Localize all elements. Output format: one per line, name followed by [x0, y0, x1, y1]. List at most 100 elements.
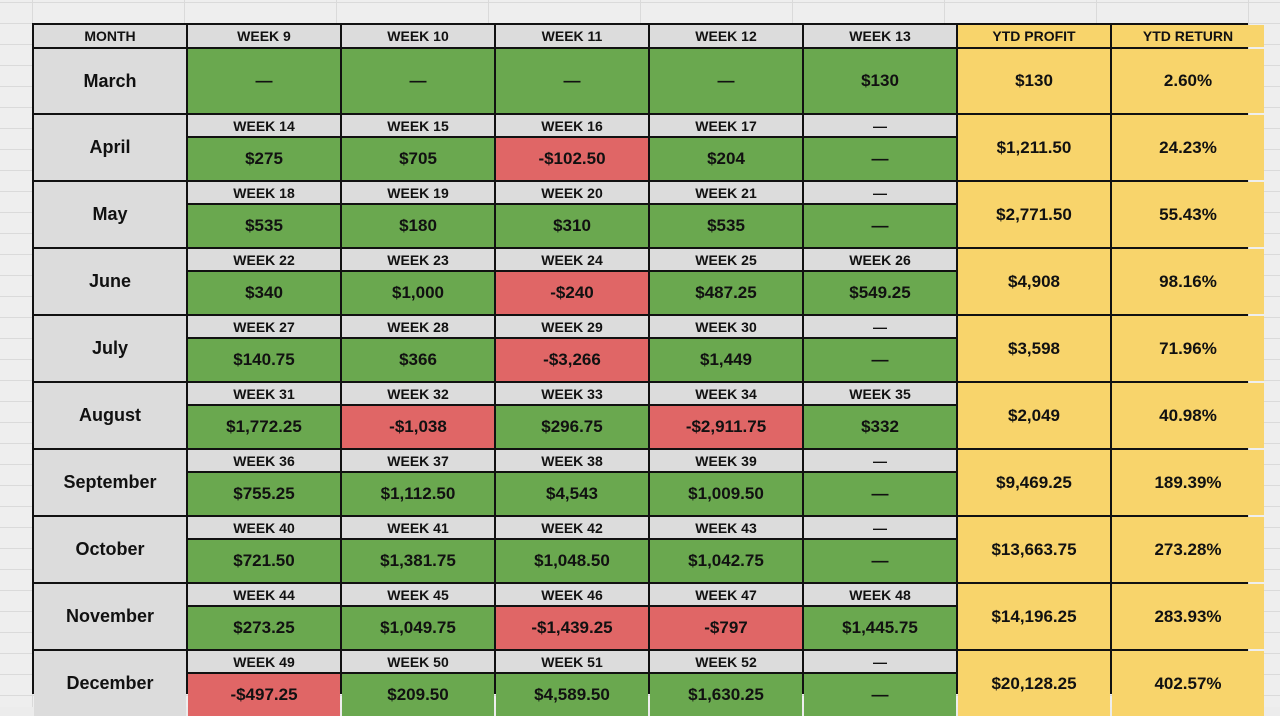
weekly-value-cell[interactable]: $275	[188, 138, 340, 180]
weekly-value-cell[interactable]: —	[188, 49, 340, 113]
week-label-cell[interactable]: —	[804, 517, 956, 538]
week-label-cell[interactable]: WEEK 14	[188, 115, 340, 136]
weekly-value-cell[interactable]: $535	[650, 205, 802, 247]
weekly-value-cell[interactable]: —	[650, 49, 802, 113]
weekly-value-cell[interactable]: $1,112.50	[342, 473, 494, 515]
month-label[interactable]: June	[34, 249, 186, 314]
ytd-return-cell[interactable]: 2.60%	[1112, 49, 1264, 113]
weekly-value-cell[interactable]: $296.75	[496, 406, 648, 448]
week-label-cell[interactable]: WEEK 51	[496, 651, 648, 672]
ytd-return-cell[interactable]: 273.28%	[1112, 517, 1264, 582]
week-label-cell[interactable]: WEEK 42	[496, 517, 648, 538]
ytd-profit-cell[interactable]: $20,128.25	[958, 651, 1110, 716]
ytd-return-cell[interactable]: 55.43%	[1112, 182, 1264, 247]
weekly-value-cell[interactable]: $4,543	[496, 473, 648, 515]
column-header[interactable]: YTD RETURN	[1112, 25, 1264, 47]
column-header[interactable]: WEEK 12	[650, 25, 802, 47]
week-label-cell[interactable]: WEEK 28	[342, 316, 494, 337]
ytd-return-cell[interactable]: 402.57%	[1112, 651, 1264, 716]
weekly-value-cell[interactable]: $705	[342, 138, 494, 180]
week-label-cell[interactable]: —	[804, 651, 956, 672]
week-label-cell[interactable]: WEEK 48	[804, 584, 956, 605]
ytd-profit-cell[interactable]: $9,469.25	[958, 450, 1110, 515]
month-label[interactable]: September	[34, 450, 186, 515]
weekly-value-cell[interactable]: $209.50	[342, 674, 494, 716]
week-label-cell[interactable]: WEEK 27	[188, 316, 340, 337]
ytd-return-cell[interactable]: 189.39%	[1112, 450, 1264, 515]
week-label-cell[interactable]: WEEK 25	[650, 249, 802, 270]
week-label-cell[interactable]: WEEK 36	[188, 450, 340, 471]
week-label-cell[interactable]: WEEK 44	[188, 584, 340, 605]
weekly-value-cell[interactable]: $1,042.75	[650, 540, 802, 582]
week-label-cell[interactable]: WEEK 33	[496, 383, 648, 404]
ytd-return-cell[interactable]: 98.16%	[1112, 249, 1264, 314]
week-label-cell[interactable]: WEEK 16	[496, 115, 648, 136]
weekly-value-cell[interactable]: -$1,439.25	[496, 607, 648, 649]
ytd-profit-cell[interactable]: $14,196.25	[958, 584, 1110, 649]
weekly-value-cell[interactable]: $140.75	[188, 339, 340, 381]
weekly-value-cell[interactable]: -$1,038	[342, 406, 494, 448]
week-label-cell[interactable]: WEEK 22	[188, 249, 340, 270]
weekly-value-cell[interactable]: $180	[342, 205, 494, 247]
week-label-cell[interactable]: WEEK 19	[342, 182, 494, 203]
ytd-profit-cell[interactable]: $1,211.50	[958, 115, 1110, 180]
week-label-cell[interactable]: WEEK 21	[650, 182, 802, 203]
weekly-value-cell[interactable]: -$497.25	[188, 674, 340, 716]
weekly-value-cell[interactable]: $1,445.75	[804, 607, 956, 649]
weekly-value-cell[interactable]: —	[804, 674, 956, 716]
ytd-return-cell[interactable]: 283.93%	[1112, 584, 1264, 649]
week-label-cell[interactable]: —	[804, 115, 956, 136]
week-label-cell[interactable]: —	[804, 316, 956, 337]
column-header[interactable]: WEEK 10	[342, 25, 494, 47]
week-label-cell[interactable]: WEEK 15	[342, 115, 494, 136]
week-label-cell[interactable]: WEEK 30	[650, 316, 802, 337]
ytd-return-cell[interactable]: 24.23%	[1112, 115, 1264, 180]
column-header[interactable]: YTD PROFIT	[958, 25, 1110, 47]
week-label-cell[interactable]: WEEK 31	[188, 383, 340, 404]
week-label-cell[interactable]: WEEK 46	[496, 584, 648, 605]
month-label[interactable]: November	[34, 584, 186, 649]
week-label-cell[interactable]: WEEK 50	[342, 651, 494, 672]
ytd-profit-cell[interactable]: $13,663.75	[958, 517, 1110, 582]
week-label-cell[interactable]: WEEK 17	[650, 115, 802, 136]
weekly-value-cell[interactable]: $273.25	[188, 607, 340, 649]
weekly-value-cell[interactable]: —	[804, 138, 956, 180]
week-label-cell[interactable]: WEEK 32	[342, 383, 494, 404]
ytd-profit-cell[interactable]: $4,908	[958, 249, 1110, 314]
week-label-cell[interactable]: WEEK 49	[188, 651, 340, 672]
weekly-value-cell[interactable]: —	[804, 339, 956, 381]
week-label-cell[interactable]: WEEK 29	[496, 316, 648, 337]
week-label-cell[interactable]: WEEK 26	[804, 249, 956, 270]
month-label[interactable]: August	[34, 383, 186, 448]
weekly-value-cell[interactable]: -$3,266	[496, 339, 648, 381]
ytd-profit-cell[interactable]: $2,049	[958, 383, 1110, 448]
week-label-cell[interactable]: WEEK 47	[650, 584, 802, 605]
weekly-value-cell[interactable]: $721.50	[188, 540, 340, 582]
week-label-cell[interactable]: WEEK 23	[342, 249, 494, 270]
week-label-cell[interactable]: —	[804, 182, 956, 203]
week-label-cell[interactable]: WEEK 39	[650, 450, 802, 471]
weekly-value-cell[interactable]: $1,381.75	[342, 540, 494, 582]
column-header[interactable]: MONTH	[34, 25, 186, 47]
weekly-value-cell[interactable]: $1,000	[342, 272, 494, 314]
ytd-profit-cell[interactable]: $3,598	[958, 316, 1110, 381]
week-label-cell[interactable]: WEEK 37	[342, 450, 494, 471]
weekly-value-cell[interactable]: $340	[188, 272, 340, 314]
weekly-value-cell[interactable]: $4,589.50	[496, 674, 648, 716]
ytd-return-cell[interactable]: 40.98%	[1112, 383, 1264, 448]
weekly-value-cell[interactable]: -$240	[496, 272, 648, 314]
week-label-cell[interactable]: WEEK 35	[804, 383, 956, 404]
weekly-value-cell[interactable]: -$2,911.75	[650, 406, 802, 448]
month-label[interactable]: December	[34, 651, 186, 716]
weekly-value-cell[interactable]: —	[804, 540, 956, 582]
weekly-value-cell[interactable]: -$102.50	[496, 138, 648, 180]
week-label-cell[interactable]: WEEK 52	[650, 651, 802, 672]
ytd-profit-cell[interactable]: $130	[958, 49, 1110, 113]
weekly-value-cell[interactable]: —	[342, 49, 494, 113]
weekly-value-cell[interactable]: $755.25	[188, 473, 340, 515]
weekly-value-cell[interactable]: $1,772.25	[188, 406, 340, 448]
month-label[interactable]: May	[34, 182, 186, 247]
column-header[interactable]: WEEK 9	[188, 25, 340, 47]
month-label[interactable]: April	[34, 115, 186, 180]
week-label-cell[interactable]: WEEK 41	[342, 517, 494, 538]
